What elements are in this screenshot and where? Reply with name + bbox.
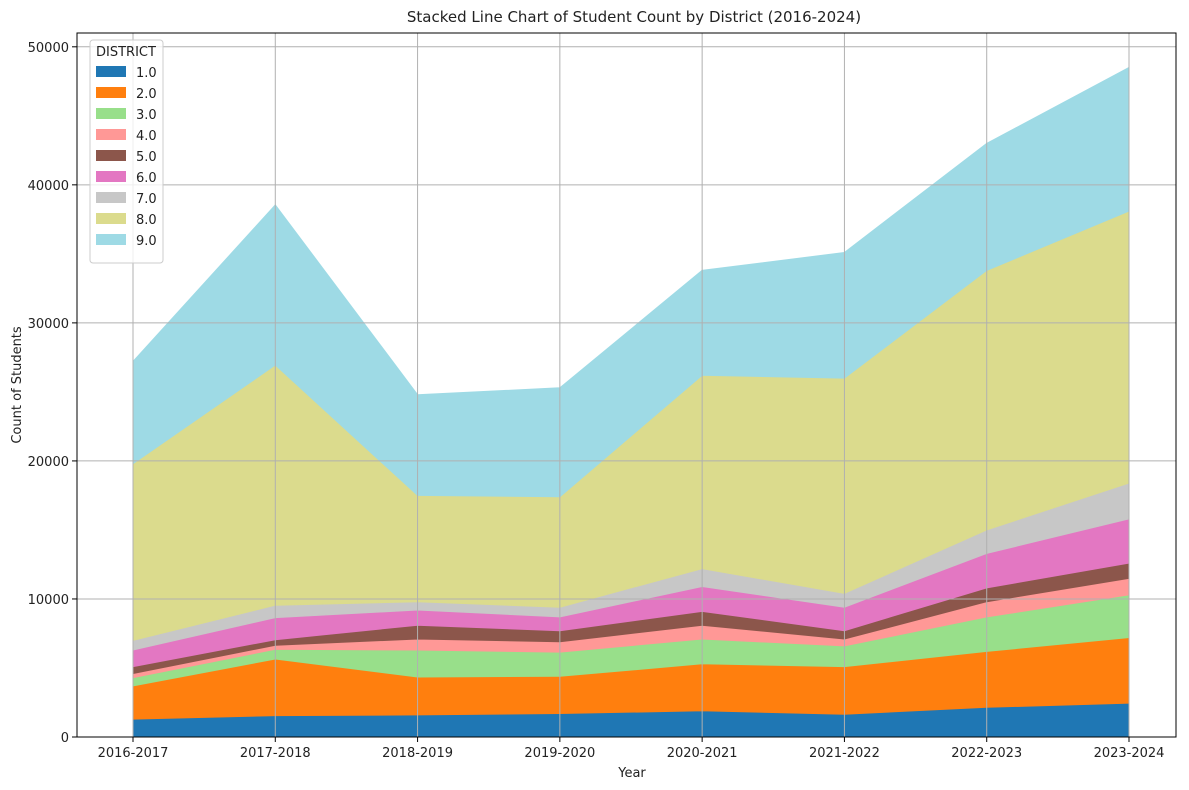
y-tick-label: 40000 xyxy=(28,179,69,194)
legend-label: 4.0 xyxy=(136,129,157,144)
y-tick-label: 10000 xyxy=(28,593,69,608)
x-tick-label: 2020-2021 xyxy=(667,746,738,761)
x-axis-label: Year xyxy=(617,766,646,781)
legend-swatch xyxy=(96,150,126,161)
legend-label: 8.0 xyxy=(136,213,157,228)
legend-label: 1.0 xyxy=(136,66,157,81)
legend-label: 7.0 xyxy=(136,192,157,207)
y-tick-label: 50000 xyxy=(28,41,69,56)
legend-label: 5.0 xyxy=(136,150,157,165)
y-tick-label: 0 xyxy=(61,731,69,746)
x-axis: 2016-2017 2017-2018 2018-2019 2019-2020 2020… xyxy=(98,737,1165,761)
legend-label: 9.0 xyxy=(136,234,157,249)
legend: DISTRICT 1.0 2.0 3.0 4.0 5.0 6.0 7.0 8.0 9.0 xyxy=(89,39,164,264)
x-tick-label: 2019-2020 xyxy=(524,746,595,761)
x-tick-label: 2021-2022 xyxy=(809,746,880,761)
x-tick-label: 2018-2019 xyxy=(382,746,453,761)
legend-label: 3.0 xyxy=(136,108,157,123)
area-series xyxy=(132,66,1130,738)
legend-swatch xyxy=(96,192,126,203)
legend-title: DISTRICT xyxy=(96,45,156,60)
legend-swatch xyxy=(96,66,126,77)
legend-swatch xyxy=(96,234,126,245)
legend-label: 2.0 xyxy=(136,87,157,102)
y-tick-label: 20000 xyxy=(28,455,69,470)
y-axis-label: Count of Students xyxy=(10,326,25,444)
plot-frame xyxy=(76,32,1177,738)
x-tick-label: 2022-2023 xyxy=(951,746,1022,761)
legend-swatch xyxy=(96,171,126,182)
x-tick-label: 2017-2018 xyxy=(240,746,311,761)
x-tick-label: 2023-2024 xyxy=(1094,746,1165,761)
x-tick-label: 2016-2017 xyxy=(98,746,169,761)
chart-title: Stacked Line Chart of Student Count by D… xyxy=(407,8,861,26)
legend-swatch xyxy=(96,108,126,119)
legend-swatch xyxy=(96,129,126,140)
grid xyxy=(77,33,1176,738)
legend-label: 6.0 xyxy=(136,171,157,186)
y-tick-label: 30000 xyxy=(28,317,69,332)
y-axis: 0 10000 20000 30000 40000 50000 xyxy=(28,41,77,746)
legend-swatch xyxy=(96,213,126,224)
legend-swatch xyxy=(96,87,126,98)
